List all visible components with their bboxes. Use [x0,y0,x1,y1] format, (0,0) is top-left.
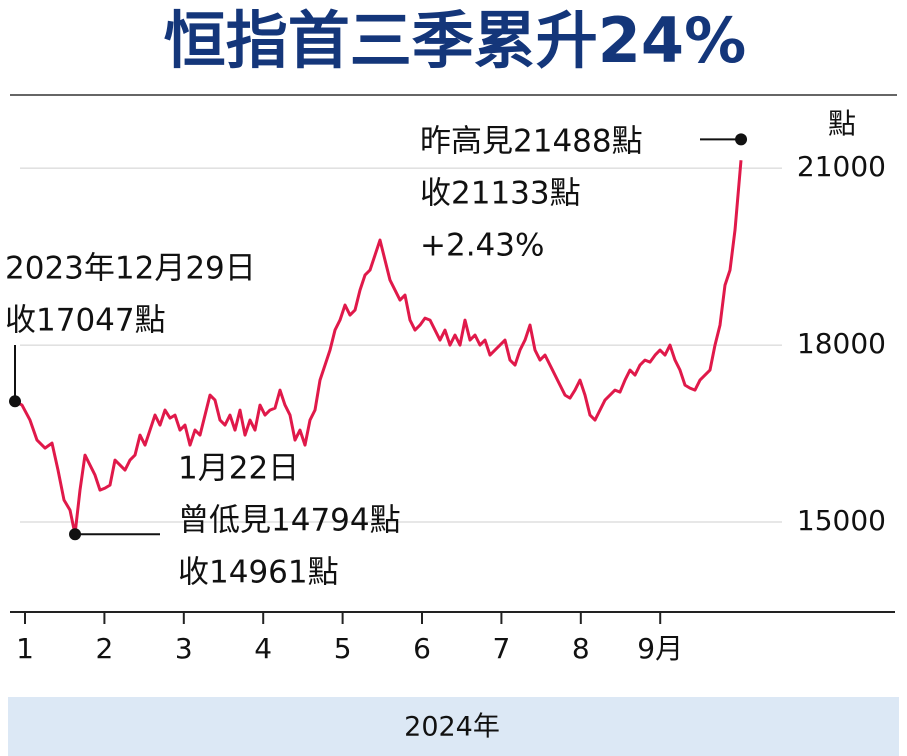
annotation-text: 收21133點 [420,176,581,212]
x-tick-label: 1 [16,632,34,665]
y-tick-label: 21000 [797,150,886,183]
x-axis-label: 2024年 [404,712,500,743]
annotation-text: 曾低見14794點 [178,503,401,539]
x-tick-label: 4 [254,632,272,665]
annotation-text: 2023年12月29日 [5,251,256,287]
y-tick-label: 18000 [797,327,886,360]
y-tick-label: 15000 [797,504,886,537]
x-tick-label: 2 [95,632,113,665]
annotation-text: +2.43% [420,228,544,264]
annotation-text: 昨高見21488點 [420,124,643,160]
x-tick-label: 8 [572,632,590,665]
x-tick-label: 3 [175,632,193,665]
x-label-band [8,697,899,756]
annotation-dot [9,395,22,408]
line [14,160,743,536]
annotation-text: 收17047點 [5,303,166,339]
x-tick-label: 7 [492,632,510,665]
annotation-text: 1月22日 [178,451,299,487]
annotation-dot [735,133,748,146]
annotation-dot [69,528,82,541]
y-axis-label: 點 [828,107,856,140]
x-tick-label: 9月 [637,632,683,665]
x-tick-label: 6 [413,632,431,665]
x-tick-label: 5 [334,632,352,665]
annotation-text: 收14961點 [178,555,339,591]
chart-title: 恒指首三季累升24% [164,4,746,77]
